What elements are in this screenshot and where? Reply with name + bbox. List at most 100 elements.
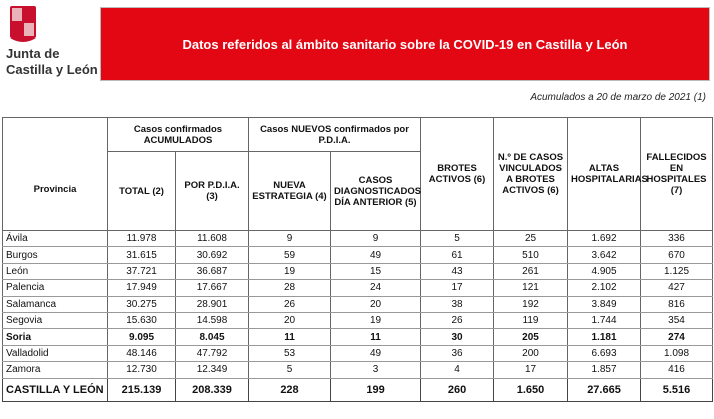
column-header: FALLECIDOS EN HOSPITALES (7) — [640, 117, 714, 231]
cell: 6.693 — [567, 344, 642, 363]
cell: 20 — [329, 295, 422, 313]
cell: 3.849 — [567, 295, 642, 313]
province-cell: Zamora — [2, 361, 108, 379]
province-cell: Ávila — [2, 229, 108, 248]
data-table: Provincia Casos confirmados ACUMULADOS Cas… — [2, 117, 714, 402]
column-header: NUEVA ESTRATEGIA (4) — [248, 151, 331, 231]
table-row: Soria 9.095 8.045 11 11 30 205 1.181 274 — [2, 328, 714, 346]
cell: 15 — [329, 262, 422, 281]
table-row: Valladolid 48.146 47.792 53 49 36 200 6.693 1.09… — [2, 344, 714, 363]
total-cell: 215.139 — [107, 377, 176, 402]
column-header: POR P.D.I.A. (3) — [175, 151, 249, 231]
cell: 11 — [248, 328, 331, 346]
table-row: Burgos 31.615 30.692 59 49 61 510 3.642 670 — [2, 246, 714, 264]
cell: 670 — [640, 246, 714, 264]
cell: 192 — [493, 295, 569, 313]
cell: 30 — [420, 328, 495, 346]
cell: 1.098 — [640, 344, 714, 363]
cell: 3 — [329, 361, 422, 379]
cell: 28 — [248, 279, 331, 297]
cell: 261 — [493, 262, 569, 281]
cell: 59 — [248, 246, 331, 264]
cell: 119 — [493, 311, 569, 330]
total-cell: 5.516 — [640, 377, 714, 402]
province-cell: Palencia — [2, 279, 108, 297]
total-cell: 208.339 — [175, 377, 249, 402]
cell: 14.598 — [175, 311, 249, 330]
cell: 37.721 — [107, 262, 176, 281]
column-header: Provincia — [2, 117, 108, 231]
cell: 427 — [640, 279, 714, 297]
province-cell: Salamanca — [2, 295, 108, 313]
column-header: ALTAS HOSPITALARIAS — [567, 117, 648, 231]
cell: 26 — [248, 295, 331, 313]
cell: 26 — [420, 311, 495, 330]
province-cell: Segovia — [2, 311, 108, 330]
title: Datos referidos al ámbito sanitario sobr… — [182, 36, 628, 52]
cell: 4.905 — [567, 262, 642, 281]
province-cell: Soria — [2, 328, 108, 346]
table-row: Salamanca 30.275 28.901 26 20 38 192 3.849 816 — [2, 295, 714, 313]
cell: 17 — [493, 361, 569, 379]
cell: 17 — [420, 279, 495, 297]
logo-shield — [10, 6, 36, 42]
logo-text: Junta de — [6, 46, 60, 61]
province-cell: León — [2, 262, 108, 281]
cell: 5 — [420, 229, 495, 248]
cell: 30.275 — [107, 295, 176, 313]
cell: 20 — [248, 311, 331, 330]
cell: 11 — [329, 328, 422, 346]
column-header: N.º DE CASOS VINCULADOS A BROTES ACTIVOS… — [493, 117, 569, 231]
cell: 53 — [248, 344, 331, 363]
total-cell: 260 — [420, 377, 495, 402]
cell: 36 — [420, 344, 495, 363]
cell: 1.744 — [567, 311, 642, 330]
cell: 11.608 — [175, 229, 249, 248]
cell: 416 — [640, 361, 714, 379]
title-banner: Datos referidos al ámbito sanitario sobr… — [100, 7, 710, 81]
cell: 15.630 — [107, 311, 176, 330]
cell: 12.349 — [175, 361, 249, 379]
header-row: Provincia Casos confirmados ACUMULADOS Cas… — [2, 117, 714, 231]
cell: 1.692 — [567, 229, 642, 248]
cell: 19 — [329, 311, 422, 330]
table-row: Ávila 11.978 11.608 9 9 5 25 1.692 336 — [2, 229, 714, 248]
cell: 3.642 — [567, 246, 642, 264]
cell: 49 — [329, 344, 422, 363]
total-label: CASTILLA Y LEÓN — [2, 377, 108, 402]
table-row: León 37.721 36.687 19 15 43 261 4.905 1.125 — [2, 262, 714, 281]
column-header: TOTAL (2) — [107, 151, 176, 231]
province-cell: Burgos — [2, 246, 108, 264]
cell: 47.792 — [175, 344, 249, 363]
cell: 61 — [420, 246, 495, 264]
cell: 1.857 — [567, 361, 642, 379]
cell: 200 — [493, 344, 569, 363]
province-cell: Valladolid — [2, 344, 108, 363]
cell: 1.125 — [640, 262, 714, 281]
header-row: TOTAL (2) POR P.D.I.A. (3) NUEVA ESTRATEGI… — [3, 151, 713, 231]
cell: 336 — [640, 229, 714, 248]
cell: 28.901 — [175, 295, 249, 313]
cell: 43 — [420, 262, 495, 281]
cell: 11.978 — [107, 229, 176, 248]
cell: 25 — [493, 229, 569, 248]
cell: 274 — [640, 328, 714, 346]
table-row: Zamora 12.730 12.349 5 3 4 17 1.857 416 — [2, 361, 714, 379]
cell: 31.615 — [107, 246, 176, 264]
group-header: Casos confirmados ACUMULADOS — [107, 117, 249, 152]
cell: 2.102 — [567, 279, 642, 297]
cell: 354 — [640, 311, 714, 330]
total-cell: 228 — [248, 377, 331, 402]
table-row: Segovia 15.630 14.598 20 19 26 119 1.744 354 — [2, 311, 714, 330]
cell: 121 — [493, 279, 569, 297]
cell: 4 — [420, 361, 495, 379]
cell: 30.692 — [175, 246, 249, 264]
cell: 38 — [420, 295, 495, 313]
cell: 17.667 — [175, 279, 249, 297]
cell: 1.181 — [567, 328, 642, 346]
cell: 205 — [493, 328, 569, 346]
cell: 49 — [329, 246, 422, 264]
group-header: Casos NUEVOS confirmados por P.D.I.A. — [247, 117, 422, 152]
cell: 48.146 — [107, 344, 176, 363]
